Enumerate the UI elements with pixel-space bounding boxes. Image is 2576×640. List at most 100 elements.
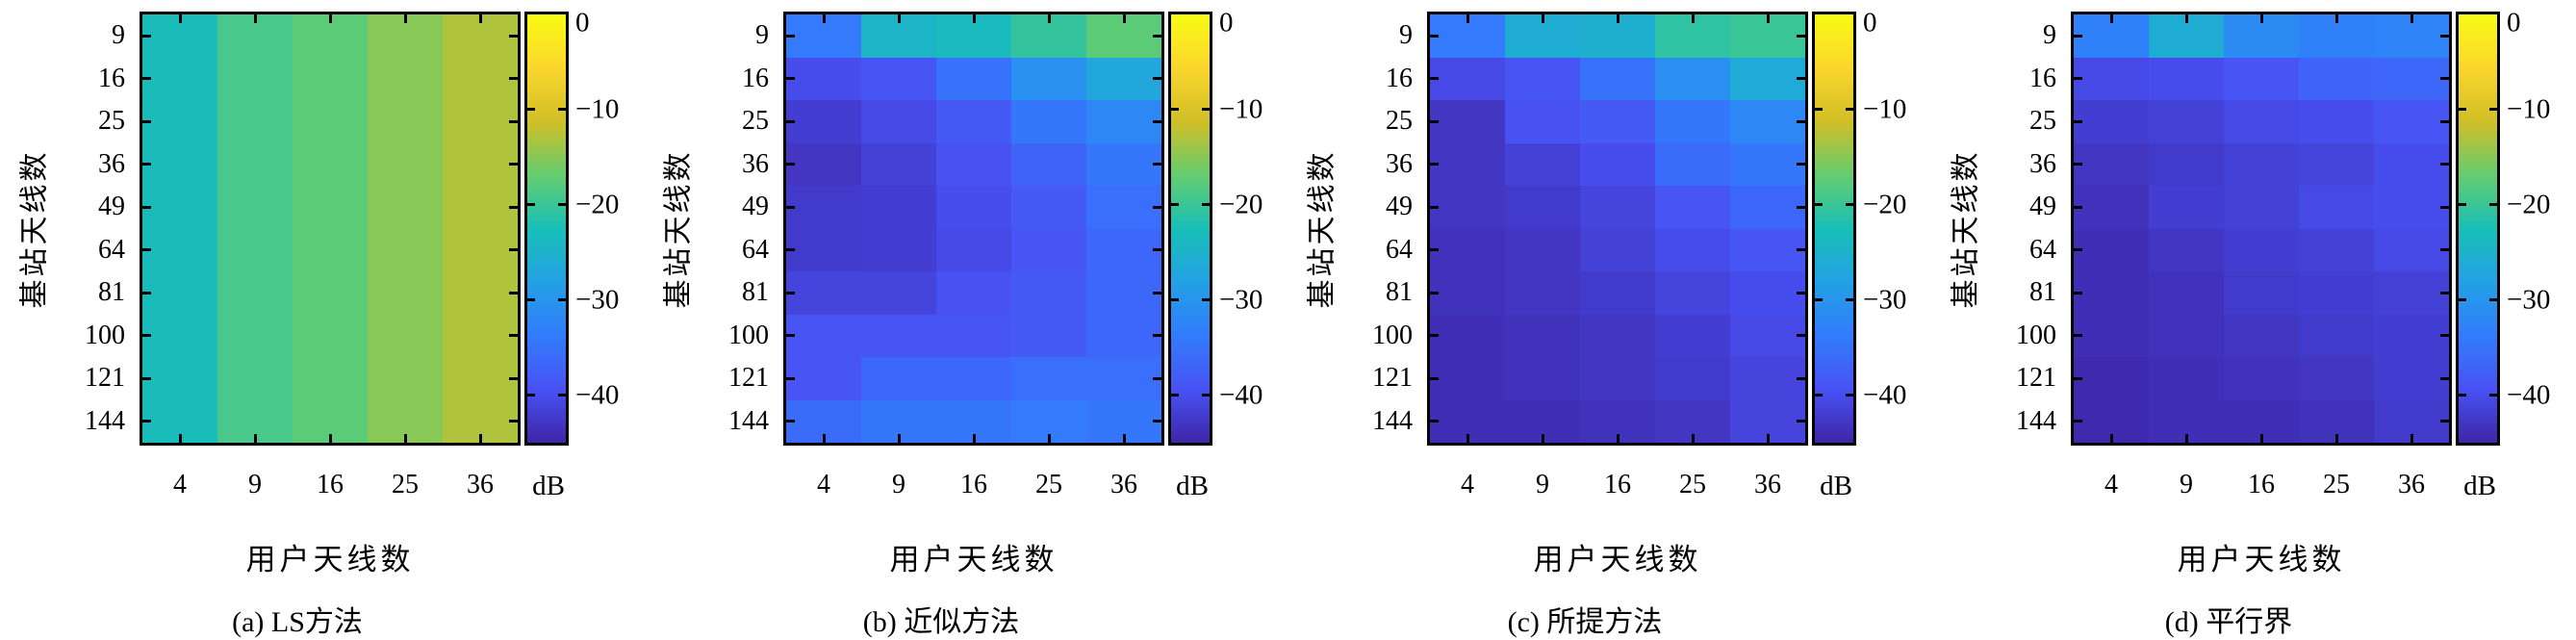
x-tick-mark (2109, 434, 2113, 443)
y-tick-mark (1430, 291, 1439, 294)
x-axis-label: 用户天线数 (1533, 543, 1702, 576)
y-tick-mark (142, 248, 151, 252)
heatmap-cell (368, 57, 443, 100)
heatmap-cell (1086, 357, 1161, 400)
colorbar-tick-mark (1846, 298, 1853, 302)
y-tick-mark (1153, 334, 1161, 338)
y-tick-label: 36 (2029, 148, 2056, 179)
heatmap-cell (2074, 271, 2149, 315)
colorbar-tick-label: −30 (575, 284, 620, 316)
x-tick-mark (178, 14, 182, 23)
heatmap-cell (2224, 271, 2299, 315)
heatmap-cell (1655, 271, 1730, 315)
subplot-panel-a: 基站天线数 9 16 25 36 49 64 81 100 121 144 4 9 16 25 36 用户… (0, 0, 644, 638)
colorbar-tick-label: −30 (1219, 284, 1263, 316)
y-tick-mark (1797, 77, 1805, 81)
heatmap-cell (1011, 57, 1086, 100)
y-tick-mark (786, 119, 795, 123)
y-tick-mark (1430, 77, 1439, 81)
heatmap-cell (2224, 186, 2299, 229)
heatmap-cell (1430, 57, 1505, 100)
heatmap-cell (217, 271, 293, 315)
colorbar-tick-mark (527, 108, 535, 112)
y-tick-mark (1430, 334, 1439, 338)
heatmap-cell (1580, 228, 1655, 271)
heatmap-cell (293, 142, 368, 186)
colorbar-unit-label: dB (532, 471, 565, 501)
x-tick-mark (2410, 14, 2413, 23)
heatmap-cell (1730, 228, 1805, 271)
y-tick-mark (509, 163, 518, 166)
colorbar-tick-mark (2489, 394, 2497, 397)
y-tick-mark (2440, 34, 2449, 38)
x-tick-label: 9 (248, 470, 262, 499)
x-tick-label: 9 (2180, 470, 2193, 499)
colorbar-tick-mark (2459, 298, 2466, 302)
y-tick-mark (142, 119, 151, 123)
x-tick-label: 25 (1035, 470, 1062, 499)
heatmap-cell (217, 186, 293, 229)
heatmap-cell (2149, 357, 2224, 400)
y-tick-mark (509, 248, 518, 252)
x-tick-mark (1122, 14, 1126, 23)
y-tick-mark (786, 205, 795, 209)
heatmap-cell (1580, 314, 1655, 357)
x-tick-label: 16 (1604, 470, 1631, 499)
heatmap-cell (2149, 271, 2224, 315)
heatmap-cell (443, 357, 518, 400)
y-tick-mark (786, 248, 795, 252)
colorbar-tick-mark (1202, 298, 1210, 302)
y-tick-mark (2440, 248, 2449, 252)
colorbar-tick-label: 0 (1863, 7, 1877, 38)
y-tick-mark (142, 291, 151, 294)
heatmap-cell (2224, 57, 2299, 100)
y-tick-mark (2074, 248, 2082, 252)
x-tick-mark (2259, 434, 2263, 443)
y-tick-label: 81 (2029, 277, 2056, 308)
heatmap-cell (786, 186, 861, 229)
x-tick-mark (822, 14, 826, 23)
heatmap-cell (2074, 314, 2149, 357)
heatmap-cell (2299, 357, 2374, 400)
x-tick-mark (972, 14, 976, 23)
x-tick-label: 36 (467, 470, 494, 499)
heatmap-cell (1505, 314, 1580, 357)
heatmap-cell (1011, 142, 1086, 186)
heatmap-cell (443, 271, 518, 315)
x-tick-mark (1047, 14, 1051, 23)
y-tick-mark (2440, 205, 2449, 209)
x-tick-mark (1691, 14, 1695, 23)
y-tick-mark (142, 34, 151, 38)
y-tick-label: 81 (98, 277, 125, 308)
y-tick-label: 144 (85, 405, 125, 436)
y-tick-label: 121 (728, 363, 769, 394)
colorbar-unit-label: dB (2463, 471, 2496, 501)
heatmap-cell (293, 100, 368, 143)
colorbar-unit-label: dB (1176, 471, 1209, 501)
heatmap-cell (293, 357, 368, 400)
colorbar-tick-mark (1171, 394, 1179, 397)
heatmap-cell (443, 314, 518, 357)
heatmap-cell (1655, 228, 1730, 271)
y-tick-label: 64 (742, 234, 769, 265)
colorbar-tick-mark (558, 108, 566, 112)
heatmap-cell (368, 357, 443, 400)
y-tick-mark (1797, 334, 1805, 338)
heatmap-cell (217, 357, 293, 400)
colorbar-tick-mark (2459, 394, 2466, 397)
heatmap-cell (142, 228, 217, 271)
colorbar-tick-mark (2489, 203, 2497, 207)
y-tick-label: 81 (1386, 277, 1413, 308)
x-tick-mark (2184, 434, 2188, 443)
x-tick-mark (478, 434, 482, 443)
x-tick-mark (2334, 434, 2338, 443)
y-tick-label: 25 (2029, 106, 2056, 137)
heatmap-cell (1011, 314, 1086, 357)
heatmap-cell (1086, 186, 1161, 229)
y-tick-mark (2074, 334, 2082, 338)
y-tick-mark (786, 77, 795, 81)
heatmap-cell (1086, 314, 1161, 357)
heatmap-cell (1086, 142, 1161, 186)
colorbar-tick-label: 0 (575, 7, 590, 38)
colorbar-tick-mark (1815, 298, 1823, 302)
